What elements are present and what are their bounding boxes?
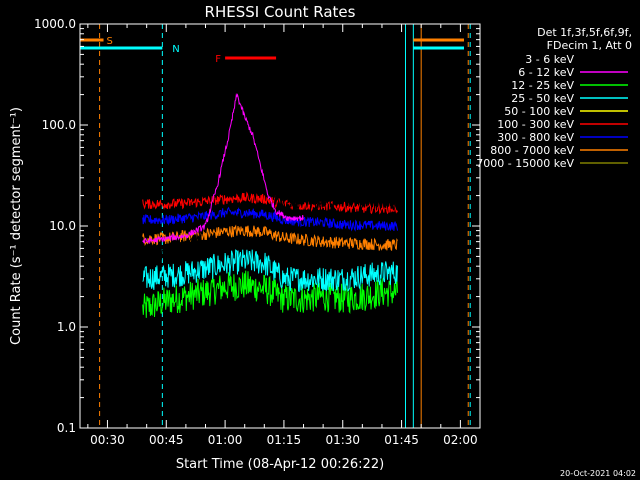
x-tick-label: 00:45 bbox=[149, 433, 184, 447]
legend-entry-label: 100 - 300 keV bbox=[497, 118, 574, 131]
legend-entry-label: 800 - 7000 keV bbox=[490, 144, 574, 157]
legend: Det 1f,3f,5f,6f,9f,FDecim 1, Att 03 - 6 … bbox=[476, 26, 632, 170]
x-tick-label: 01:00 bbox=[208, 433, 243, 447]
y-tick-label: 0.1 bbox=[57, 421, 76, 435]
x-tick-label: 01:15 bbox=[267, 433, 302, 447]
y-axis-label: Count Rate (s⁻¹ detector segment⁻¹) bbox=[9, 107, 24, 345]
legend-header: FDecim 1, Att 0 bbox=[547, 39, 632, 52]
x-tick-label: 02:00 bbox=[443, 433, 478, 447]
f-marker-label: F bbox=[215, 54, 221, 65]
legend-entry-label: 6 - 12 keV bbox=[518, 66, 574, 79]
series-line-100-300kev bbox=[142, 191, 398, 215]
series-line-300-800kev bbox=[142, 206, 398, 232]
y-tick-label: 1.0 bbox=[57, 320, 76, 334]
x-axis-ticks: 00:30 00:45 01:00 01:15 01:30 01:45 02:00 bbox=[87, 24, 478, 447]
x-tick-label: 00:30 bbox=[90, 433, 125, 447]
series-line-12-25kev bbox=[142, 270, 398, 318]
x-axis-label: Start Time (08-Apr-12 00:26:22) bbox=[176, 457, 384, 472]
plot-frame bbox=[79, 23, 481, 429]
x-tick-label: 01:30 bbox=[325, 433, 360, 447]
legend-entry-label: 300 - 800 keV bbox=[497, 131, 574, 144]
legend-entry-label: 25 - 50 keV bbox=[511, 92, 574, 105]
n-marker-label: N bbox=[172, 44, 179, 55]
footer-date: 20-Oct-2021 04:02 bbox=[560, 469, 636, 478]
legend-entry-label: 12 - 25 keV bbox=[511, 79, 574, 92]
s-marker-label: S bbox=[107, 36, 113, 47]
series-line-800-7000kev bbox=[142, 224, 398, 251]
chart-title: RHESSI Count Rates bbox=[205, 3, 356, 21]
y-tick-label: 1000.0 bbox=[34, 17, 76, 31]
y-tick-label: 100.0 bbox=[42, 118, 76, 132]
legend-entry-label: 7000 - 15000 keV bbox=[476, 157, 574, 170]
series-line-25-50kev bbox=[142, 249, 398, 293]
legend-entry-label: 3 - 6 keV bbox=[525, 53, 574, 66]
series-line-3-6kev bbox=[142, 102, 398, 270]
legend-header: Det 1f,3f,5f,6f,9f, bbox=[537, 26, 632, 39]
legend-entry-label: 50 - 100 keV bbox=[504, 105, 574, 118]
series-line-6-12kev bbox=[142, 92, 304, 244]
y-tick-label: 10.0 bbox=[49, 219, 76, 233]
x-tick-label: 01:45 bbox=[384, 433, 419, 447]
y-axis-ticks: 0.1 1.0 10.0 100.0 1000.0 bbox=[34, 17, 480, 435]
plot-area: S N F bbox=[79, 24, 471, 428]
